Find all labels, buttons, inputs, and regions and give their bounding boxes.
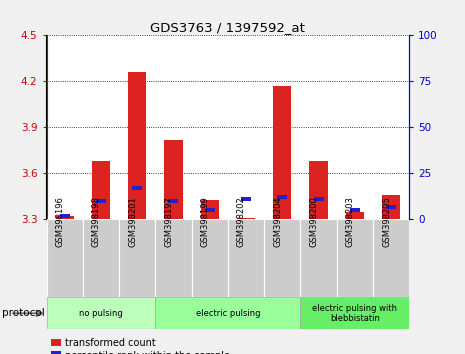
Text: GSM398205: GSM398205 (382, 196, 391, 247)
Bar (350, 208, 360, 212)
Text: GSM398196: GSM398196 (56, 196, 65, 247)
Bar (96, 199, 106, 203)
Legend: transformed count, percentile rank within the sample: transformed count, percentile rank withi… (51, 338, 230, 354)
Bar (92, 161, 110, 219)
Bar (237, 218, 255, 219)
Bar (313, 197, 324, 201)
Bar (241, 197, 251, 201)
Bar (192, 219, 228, 297)
Title: GDS3763 / 1397592_at: GDS3763 / 1397592_at (150, 21, 306, 34)
Bar (277, 195, 287, 199)
Bar (201, 200, 219, 219)
Text: GSM398198: GSM398198 (92, 196, 101, 247)
Text: GSM398197: GSM398197 (165, 196, 173, 247)
Bar (46, 219, 83, 297)
Text: protocol: protocol (2, 308, 45, 318)
Bar (46, 297, 155, 329)
Bar (168, 199, 179, 203)
Bar (373, 219, 409, 297)
Bar (132, 186, 142, 190)
Bar (60, 214, 70, 218)
Bar (83, 219, 119, 297)
Text: electric pulsing: electric pulsing (196, 309, 260, 318)
Text: GSM398200: GSM398200 (310, 196, 319, 247)
Bar (155, 297, 300, 329)
Text: GSM398204: GSM398204 (273, 196, 282, 247)
Bar (164, 140, 182, 219)
Text: electric pulsing with
blebbistatin: electric pulsing with blebbistatin (312, 304, 397, 323)
Bar (310, 161, 327, 219)
Text: GSM398199: GSM398199 (201, 196, 210, 247)
Text: GSM398201: GSM398201 (128, 196, 137, 247)
Bar (300, 297, 409, 329)
Bar (382, 195, 400, 219)
Bar (128, 72, 146, 219)
Bar (337, 219, 373, 297)
Bar (228, 219, 264, 297)
Bar (55, 216, 73, 219)
Text: GSM398203: GSM398203 (346, 196, 355, 247)
Bar (386, 205, 396, 209)
Text: no pulsing: no pulsing (79, 309, 123, 318)
Bar (300, 219, 337, 297)
Bar (205, 208, 215, 212)
Bar (119, 219, 155, 297)
Bar (273, 86, 291, 219)
Bar (264, 219, 300, 297)
Bar (345, 212, 364, 219)
Bar (155, 219, 192, 297)
Text: GSM398202: GSM398202 (237, 196, 246, 247)
